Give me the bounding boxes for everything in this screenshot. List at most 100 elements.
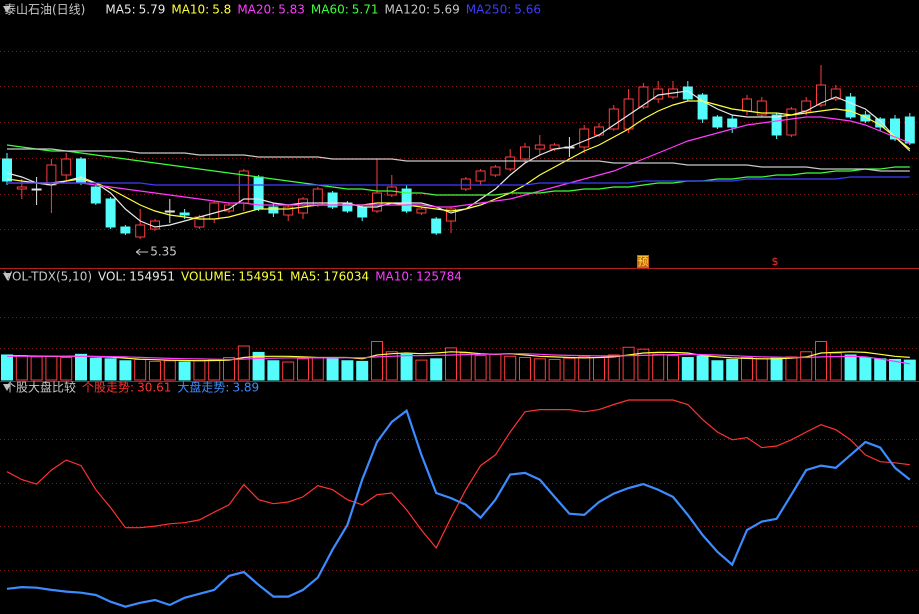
volume-bar [474, 355, 487, 381]
volume-bar [237, 345, 250, 381]
volume-bar [356, 360, 369, 381]
volume-bar [445, 347, 457, 381]
candle-body [682, 86, 693, 100]
volume-bar [548, 358, 561, 381]
candle-body [416, 208, 427, 214]
candle-body [209, 202, 220, 220]
ma-line [6, 144, 910, 196]
volume-bar [637, 348, 650, 381]
volume-bar [193, 360, 206, 381]
chart-title: VOL-TDX(5,10) [4, 270, 92, 284]
candle-body [61, 158, 72, 176]
volume-bar [889, 358, 901, 381]
volume-bar [415, 359, 428, 381]
legend-value: 30.61 [137, 381, 171, 395]
volume-bar [770, 357, 783, 381]
legend-value: 5.83 [278, 3, 305, 17]
candle-body [431, 218, 442, 234]
candle-body [816, 84, 826, 106]
marker-box [769, 255, 781, 268]
candle-body [860, 114, 871, 122]
candle-body [357, 206, 368, 218]
volume-bar [371, 340, 383, 381]
candle-body [401, 188, 412, 212]
legend-label: 个股走势: [82, 381, 134, 395]
legend-label: 大盘走势: [177, 380, 229, 395]
ma-line [7, 116, 911, 208]
candle-body [727, 118, 738, 128]
volume-ma-line [7, 353, 910, 365]
legend-label: MA250: [466, 3, 512, 17]
legend-value: 5.8 [212, 3, 231, 17]
candle-body [756, 100, 767, 116]
series-group [6, 408, 911, 608]
trend-line [6, 408, 911, 608]
volume-bar [755, 358, 768, 381]
volume-bar [223, 357, 235, 381]
volume-bar [104, 358, 117, 381]
volume-bar [667, 355, 679, 381]
volume-bar [1, 354, 13, 381]
candle-body [742, 98, 752, 112]
candle-body [594, 126, 604, 136]
low-label: 5.35 [150, 245, 177, 259]
volume-bar [400, 353, 413, 381]
legend-label: VOL: [98, 270, 126, 284]
volume-bar [563, 357, 576, 381]
panel-icon [3, 273, 11, 280]
volume-bar [89, 357, 102, 381]
marker-box [637, 255, 649, 268]
legend-value: 5.69 [433, 3, 460, 17]
legend-value: 154951 [129, 270, 175, 284]
candle-body [579, 128, 590, 148]
legend-label: MA5: [290, 270, 320, 284]
candle-body [890, 118, 900, 140]
volume-bar [800, 351, 813, 381]
volume-bar [652, 353, 665, 381]
legend-value: 5.79 [139, 3, 166, 17]
candle-body [534, 144, 545, 150]
volume-bar [785, 356, 798, 381]
trend-line [6, 399, 910, 549]
volume-bar [504, 355, 517, 381]
candle-body [505, 156, 516, 170]
legend-value: 176034 [323, 270, 369, 284]
legend-label: MA10: [171, 3, 209, 17]
volume-bar [30, 356, 43, 381]
candle-body [224, 204, 234, 212]
volume-bar [134, 358, 147, 381]
volume-bar [874, 358, 887, 381]
candle-body [608, 108, 619, 130]
volume-bar [681, 357, 694, 381]
layout [0, 268, 919, 382]
candle-body [845, 96, 856, 118]
candle-body [786, 108, 797, 136]
legend-label: MA10: [375, 270, 413, 284]
ma-line [6, 100, 911, 220]
chart-title: 泰山石油(日线) [4, 3, 85, 17]
ma-line [6, 90, 911, 228]
volume-bar [297, 358, 309, 381]
volume-bar [341, 360, 354, 381]
legend-label: MA120: [385, 3, 431, 17]
candle-body [520, 146, 530, 160]
candle-body [490, 166, 501, 176]
candle-body [327, 192, 338, 208]
volume-bar [726, 358, 739, 381]
volume-bar [903, 359, 916, 381]
candle-body [164, 210, 175, 213]
candle-body [475, 170, 486, 182]
ma-line [7, 176, 910, 186]
candle-body [135, 224, 146, 238]
legend-label: MA20: [237, 3, 275, 17]
chart-title: 个股大盘比较 [4, 380, 76, 395]
candle-body [712, 116, 723, 128]
volume-bar [75, 353, 87, 381]
volume-bar [829, 352, 842, 381]
volume-bar [149, 360, 161, 381]
legend-value: 5.66 [514, 3, 541, 17]
candle-body [830, 88, 841, 100]
volume-bar [578, 356, 591, 381]
candle-body [120, 226, 131, 234]
